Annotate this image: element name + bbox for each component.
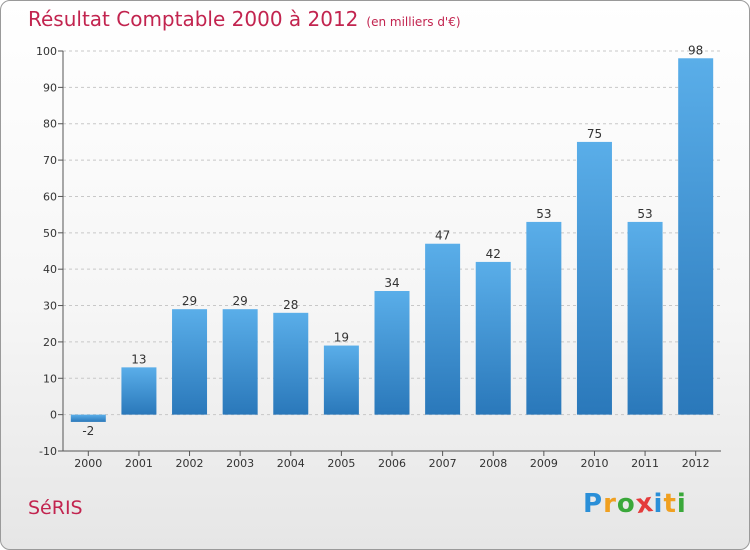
y-tick-label: 100 xyxy=(36,45,57,58)
x-tick-label: 2004 xyxy=(277,457,305,470)
bar xyxy=(526,221,562,415)
data-label: 13 xyxy=(131,352,146,366)
x-tick-label: 2002 xyxy=(176,457,204,470)
data-label: 42 xyxy=(486,247,501,261)
y-tick-label: 90 xyxy=(43,81,57,94)
y-tick-label: 80 xyxy=(43,118,57,131)
logo-letter: P xyxy=(583,489,604,519)
x-tick-label: 2006 xyxy=(378,457,406,470)
y-tick-label: 50 xyxy=(43,227,57,240)
y-tick-label: 10 xyxy=(43,372,57,385)
place-name: SéRIS xyxy=(28,497,83,519)
bar xyxy=(627,221,663,415)
data-label: 28 xyxy=(283,298,298,312)
x-tick-label: 2009 xyxy=(530,457,558,470)
bar xyxy=(374,291,410,415)
axes xyxy=(58,50,721,456)
data-label: 53 xyxy=(637,207,652,221)
x-tick-label: 2005 xyxy=(327,457,355,470)
y-tick-label: 40 xyxy=(43,263,57,276)
x-tick-label: 2011 xyxy=(631,457,659,470)
logo-letter: i xyxy=(653,489,664,519)
chart-title-text: Résultat Comptable 2000 à 2012 xyxy=(28,7,359,31)
bar xyxy=(70,414,106,422)
y-tick-label: 30 xyxy=(43,300,57,313)
bar xyxy=(172,309,208,415)
y-tick-label: 20 xyxy=(43,336,57,349)
x-tick-label: 2007 xyxy=(429,457,457,470)
bar xyxy=(425,243,461,415)
y-tick-label: 0 xyxy=(50,409,57,422)
x-tick-label: 2008 xyxy=(479,457,507,470)
bar xyxy=(222,309,258,415)
x-tick-label: 2010 xyxy=(580,457,608,470)
data-label: -2 xyxy=(82,424,94,438)
chart-subtitle: (en milliers d'€) xyxy=(366,15,461,29)
logo-letter: x xyxy=(633,487,656,521)
bars xyxy=(70,58,714,422)
x-tick-label: 2012 xyxy=(682,457,710,470)
logo-letter: t xyxy=(663,489,677,519)
bar xyxy=(121,367,157,415)
data-label: 75 xyxy=(587,127,602,141)
x-tick-label: 2003 xyxy=(226,457,254,470)
data-label: 29 xyxy=(182,294,197,308)
bar xyxy=(273,312,309,415)
data-label: 47 xyxy=(435,229,450,243)
y-tick-label: -10 xyxy=(39,445,57,458)
logo-letter: r xyxy=(603,489,617,519)
bar xyxy=(323,345,359,415)
x-tick-label: 2000 xyxy=(74,457,102,470)
y-tick-label: 60 xyxy=(43,190,57,203)
chart-title: Résultat Comptable 2000 à 2012 (en millie… xyxy=(28,7,461,31)
y-tick-label: 70 xyxy=(43,154,57,167)
data-label: 29 xyxy=(233,294,248,308)
proxiti-logo: Proxiti xyxy=(583,487,687,521)
bar xyxy=(576,141,612,415)
data-label: 53 xyxy=(536,207,551,221)
data-label: 34 xyxy=(384,276,399,290)
data-label: 19 xyxy=(334,331,349,345)
logo-letter: o xyxy=(616,489,636,519)
data-label: 98 xyxy=(688,43,703,57)
bar xyxy=(678,58,714,415)
logo-letter: i xyxy=(676,489,687,519)
bar xyxy=(475,261,511,415)
x-tick-label: 2001 xyxy=(125,457,153,470)
labels: -10 0 10 20 30 40 50 60 70 80 90 100 -2 2000 13 2001 29 2… xyxy=(36,43,710,470)
